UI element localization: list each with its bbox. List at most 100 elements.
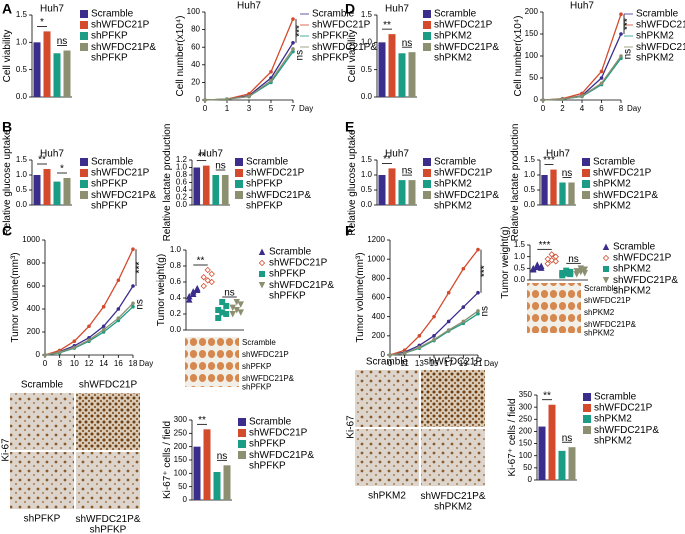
bar [63, 178, 71, 205]
point [87, 338, 91, 342]
annotation: *** [135, 262, 146, 274]
point [432, 337, 436, 342]
annotation: ns [135, 299, 146, 310]
annotation: ns [402, 38, 413, 49]
y-tick-label: 0.4 [170, 293, 182, 302]
y-tick-label: 0.4 [176, 185, 188, 194]
point [101, 324, 106, 329]
chart-title: Huh7 [570, 1, 594, 12]
point [552, 258, 559, 265]
annotation: ns [224, 288, 235, 299]
micrograph [76, 393, 140, 450]
annotation: ns [480, 306, 491, 317]
point [446, 319, 451, 324]
legend-label: shWFDC21P [594, 403, 653, 414]
series-line [542, 33, 622, 101]
legend-label: shWFDC21P [434, 168, 493, 179]
point [72, 345, 77, 350]
bar [398, 53, 406, 97]
bar [63, 50, 71, 97]
y-tick-label: 60 [191, 42, 200, 51]
y-tick-label: 100 [525, 51, 539, 60]
legend-label: shWFDC21P& shPFKP [246, 190, 311, 212]
image-label: shWFDC21P& shPKM2 [420, 491, 485, 513]
bar [548, 404, 556, 480]
legend-label: shWFDC21P& shPFKP [91, 190, 156, 212]
legend-swatch [235, 191, 243, 199]
bar [538, 426, 546, 480]
legend-label: shPKM2 [594, 414, 632, 425]
y-tick-label: 200 [519, 427, 533, 436]
y-axis-label: Relative lactate production [162, 124, 173, 242]
legend-marker [603, 266, 609, 272]
legend-marker [602, 277, 610, 284]
legend-marker [258, 282, 266, 289]
legend-marker [258, 248, 266, 255]
annotation: ns [57, 36, 68, 47]
point [200, 274, 207, 281]
point [204, 277, 211, 284]
y-tick-label: 0 [196, 95, 201, 104]
point [573, 268, 580, 275]
series-line [542, 13, 622, 101]
y-tick-label: 0.5 [16, 185, 28, 194]
y-axis-label: Tumor weight(g) [500, 226, 511, 298]
y-tick-label: 1.2 [176, 155, 188, 164]
legend-swatch [423, 158, 431, 166]
bar [203, 429, 211, 500]
point [581, 270, 588, 277]
point [544, 260, 551, 267]
bar [212, 175, 220, 205]
point [229, 311, 236, 318]
y-tick-label: 0.0 [361, 200, 373, 209]
point [446, 290, 451, 295]
y-tick-label: 150 [519, 439, 533, 448]
bar [43, 169, 51, 205]
x-tick-label: 0 [388, 359, 393, 368]
y-tick-label: 200 [372, 331, 386, 340]
y-tick-label: 600 [372, 293, 386, 302]
y-tick-label: 0 [528, 475, 533, 484]
y-tick-label: 150 [174, 455, 188, 464]
bar [223, 465, 231, 500]
legend-label: shWFDC21P [593, 168, 652, 179]
point [581, 266, 588, 273]
legend-label: shWFDC21P [91, 20, 150, 31]
y-tick-label: 200 [174, 442, 188, 451]
x-tick-label: 16 [114, 359, 123, 368]
point [131, 301, 135, 306]
point [223, 311, 230, 317]
bar [408, 180, 416, 205]
chart-title: Huh7 [40, 149, 64, 160]
photo-label: shPFKP [242, 362, 271, 371]
point [619, 32, 623, 36]
legend-label: shWFDC21P [269, 258, 328, 269]
legend-label: Scramble [249, 417, 292, 428]
legend-label: shPFKP [246, 179, 283, 190]
x-tick-label: 7 [291, 104, 296, 113]
x-tick-label: 5 [269, 104, 274, 113]
x-tick-label: 0 [541, 104, 546, 113]
x-tick-label: 13 [415, 359, 424, 368]
y-tick-label: 1000 [22, 235, 40, 244]
point [237, 309, 244, 316]
bar [193, 446, 201, 500]
y-tick-label: 0 [381, 350, 386, 359]
point [229, 304, 236, 312]
y-tick-label: 0.6 [176, 178, 188, 187]
annotation: ** [543, 390, 551, 401]
y-tick-label: 1.0 [16, 170, 28, 179]
legend-label: Scramble [434, 157, 477, 168]
x-axis-label: Day [484, 359, 498, 368]
point [186, 296, 193, 303]
y-tick-label: 150 [525, 29, 539, 38]
micrograph [10, 393, 74, 450]
micrograph [76, 452, 140, 509]
panel-label: E [345, 119, 354, 135]
photo-label: shWFDC21P [584, 296, 631, 305]
x-tick-label: 3 [247, 104, 252, 113]
panel-label: C [2, 223, 12, 239]
y-tick-label: 0.2 [170, 309, 182, 318]
y-tick-label: 0.0 [170, 325, 182, 334]
